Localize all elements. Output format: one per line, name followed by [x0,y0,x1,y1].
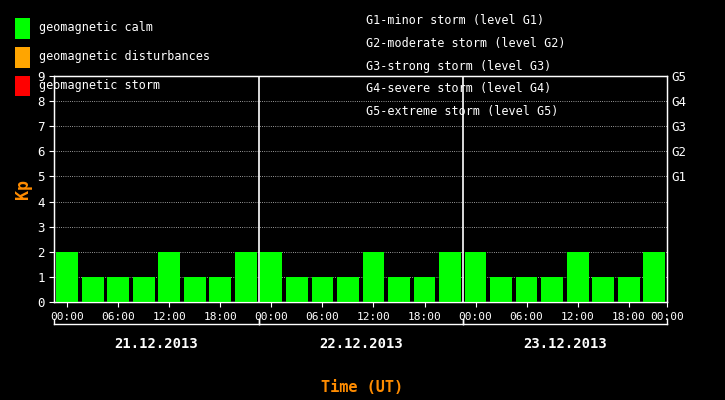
Text: geomagnetic storm: geomagnetic storm [39,79,160,92]
Text: 21.12.2013: 21.12.2013 [115,337,199,351]
Text: G1-minor storm (level G1): G1-minor storm (level G1) [366,14,544,27]
Bar [414,277,435,302]
Text: G4-severe storm (level G4): G4-severe storm (level G4) [366,82,552,96]
Text: geomagnetic calm: geomagnetic calm [39,21,153,34]
Text: G3-strong storm (level G3): G3-strong storm (level G3) [366,60,552,73]
Bar [133,277,154,302]
Text: 22.12.2013: 22.12.2013 [319,337,402,351]
Bar [439,252,461,302]
Bar [515,277,537,302]
Bar [465,252,486,302]
Bar [235,252,257,302]
Bar [260,252,282,302]
Text: geomagnetic disturbances: geomagnetic disturbances [39,50,210,63]
Bar [337,277,359,302]
Bar [567,252,589,302]
Bar [490,277,512,302]
Bar [312,277,334,302]
Text: Time (UT): Time (UT) [321,380,404,395]
Bar [592,277,614,302]
Text: G5-extreme storm (level G5): G5-extreme storm (level G5) [366,105,558,118]
Bar [57,252,78,302]
Bar [184,277,206,302]
Bar [643,252,665,302]
Y-axis label: Kp: Kp [14,179,32,199]
Bar [362,252,384,302]
Bar [210,277,231,302]
Bar [107,277,129,302]
Text: 23.12.2013: 23.12.2013 [523,337,607,351]
Bar [618,277,639,302]
Bar [388,277,410,302]
Bar [82,277,104,302]
Text: G2-moderate storm (level G2): G2-moderate storm (level G2) [366,37,566,50]
Bar [158,252,180,302]
Bar [286,277,307,302]
Bar [542,277,563,302]
